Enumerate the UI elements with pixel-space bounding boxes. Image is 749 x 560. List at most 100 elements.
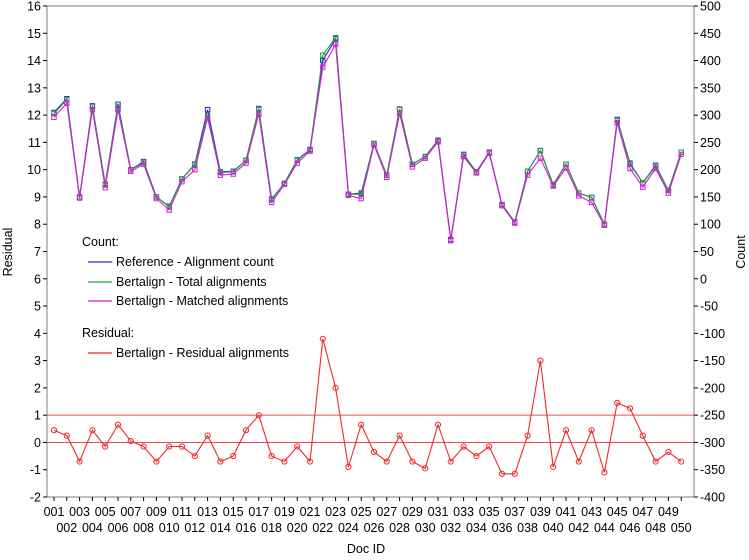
legend-entry: Reference - Alignment count bbox=[116, 255, 274, 269]
data-point bbox=[550, 463, 557, 471]
series-line bbox=[53, 42, 682, 241]
y-right-tick-label: 450 bbox=[700, 27, 721, 41]
x-tick-label: 043 bbox=[581, 505, 602, 519]
data-point bbox=[332, 34, 339, 41]
data-point bbox=[371, 142, 377, 148]
y-axis-right-title: Count bbox=[734, 235, 748, 269]
y-right-tick-label: 300 bbox=[700, 109, 721, 123]
data-point bbox=[51, 114, 57, 120]
x-axis-title: Doc ID bbox=[347, 542, 385, 556]
data-point bbox=[281, 181, 288, 188]
data-point bbox=[204, 115, 211, 121]
y-right-tick-label: 0 bbox=[700, 272, 707, 286]
x-tick-label: 026 bbox=[364, 521, 385, 535]
y-left-tick-label: 2 bbox=[34, 381, 41, 395]
reference-lines bbox=[47, 414, 694, 443]
x-tick-label: 034 bbox=[466, 521, 487, 535]
data-point bbox=[320, 52, 326, 58]
x-tick-label: 042 bbox=[568, 521, 589, 535]
y-axis-left-title: Residual bbox=[1, 228, 15, 277]
data-point bbox=[588, 427, 595, 434]
data-point bbox=[576, 193, 582, 199]
data-point bbox=[614, 120, 620, 126]
data-point bbox=[50, 427, 58, 434]
x-tick-label: 018 bbox=[261, 521, 282, 535]
data-point bbox=[89, 106, 96, 113]
series-bertalign-residual-alignments bbox=[50, 335, 685, 477]
data-point bbox=[255, 412, 262, 419]
x-tick-label: 004 bbox=[82, 521, 103, 535]
x-tick-label: 023 bbox=[325, 505, 346, 519]
y-left-tick-label: 11 bbox=[28, 136, 41, 150]
y-right-tick-label: -300 bbox=[700, 436, 725, 450]
x-tick-label: 031 bbox=[428, 505, 449, 519]
data-point bbox=[652, 458, 659, 465]
x-tick-label: 003 bbox=[69, 505, 90, 519]
data-point bbox=[204, 106, 211, 113]
data-point bbox=[626, 405, 634, 412]
data-point bbox=[140, 161, 147, 167]
x-tick-label: 045 bbox=[607, 505, 628, 519]
data-point bbox=[537, 155, 544, 161]
data-point bbox=[473, 452, 480, 460]
data-point bbox=[242, 427, 250, 434]
x-tick-label: 028 bbox=[389, 521, 410, 535]
legend-entry: Bertalign - Residual alignments bbox=[116, 346, 289, 360]
data-point bbox=[511, 470, 518, 477]
data-point bbox=[383, 458, 390, 465]
x-tick-label: 016 bbox=[236, 521, 257, 535]
data-point bbox=[153, 458, 160, 465]
data-point bbox=[102, 184, 108, 191]
y-right-tick-label: 400 bbox=[700, 54, 721, 68]
y-left-tick-label: 7 bbox=[34, 245, 41, 259]
data-point bbox=[486, 150, 492, 157]
data-point bbox=[537, 357, 544, 364]
data-point bbox=[409, 164, 416, 170]
y-right-tick-label: -250 bbox=[700, 409, 725, 423]
data-point bbox=[179, 178, 185, 185]
data-point bbox=[678, 458, 685, 465]
data-point bbox=[396, 106, 403, 113]
data-point bbox=[434, 421, 442, 428]
data-point bbox=[396, 432, 403, 439]
data-point bbox=[204, 432, 211, 439]
data-point bbox=[332, 384, 339, 391]
y-left-tick-label: -2 bbox=[30, 491, 41, 505]
y-left-tick-label: 12 bbox=[27, 109, 41, 123]
y-axis-right-labels: -400 -350 -300 -250 -200 -150 -100 -50 0 50 100 150… bbox=[700, 0, 725, 505]
data-point bbox=[102, 443, 109, 450]
data-point bbox=[166, 207, 172, 213]
series-layer bbox=[50, 34, 685, 477]
data-point bbox=[601, 469, 608, 476]
x-tick-label: 019 bbox=[274, 505, 295, 519]
x-tick-label: 048 bbox=[645, 521, 666, 535]
y-left-tick-label: 15 bbox=[27, 27, 41, 41]
data-point bbox=[191, 452, 198, 460]
x-tick-label: 033 bbox=[453, 505, 474, 519]
y-right-tick-label: 500 bbox=[700, 0, 721, 14]
x-tick-label: 049 bbox=[658, 505, 679, 519]
data-point bbox=[358, 421, 365, 428]
y-left-tick-label: 6 bbox=[34, 272, 41, 286]
x-tick-label: 014 bbox=[210, 521, 231, 535]
x-tick-label: 020 bbox=[287, 521, 308, 535]
x-tick-label: 038 bbox=[517, 521, 538, 535]
y-left-tick-label: 1 bbox=[34, 409, 41, 423]
data-point bbox=[332, 41, 339, 47]
data-point bbox=[370, 448, 378, 456]
x-tick-label: 015 bbox=[223, 505, 244, 519]
data-point bbox=[678, 151, 684, 158]
x-tick-label: 041 bbox=[556, 505, 577, 519]
data-point bbox=[563, 165, 569, 171]
x-tick-label: 011 bbox=[172, 505, 192, 519]
y-right-tick-label: 100 bbox=[700, 218, 721, 232]
legend-entry: Bertalign - Total alignments bbox=[116, 275, 267, 289]
data-point bbox=[588, 194, 595, 201]
data-point bbox=[460, 443, 467, 450]
data-point bbox=[230, 452, 237, 460]
y-right-tick-label: 50 bbox=[700, 245, 714, 259]
x-tick-label: 039 bbox=[530, 505, 551, 519]
y-right-tick-label: -400 bbox=[700, 491, 725, 505]
data-point bbox=[153, 195, 160, 202]
